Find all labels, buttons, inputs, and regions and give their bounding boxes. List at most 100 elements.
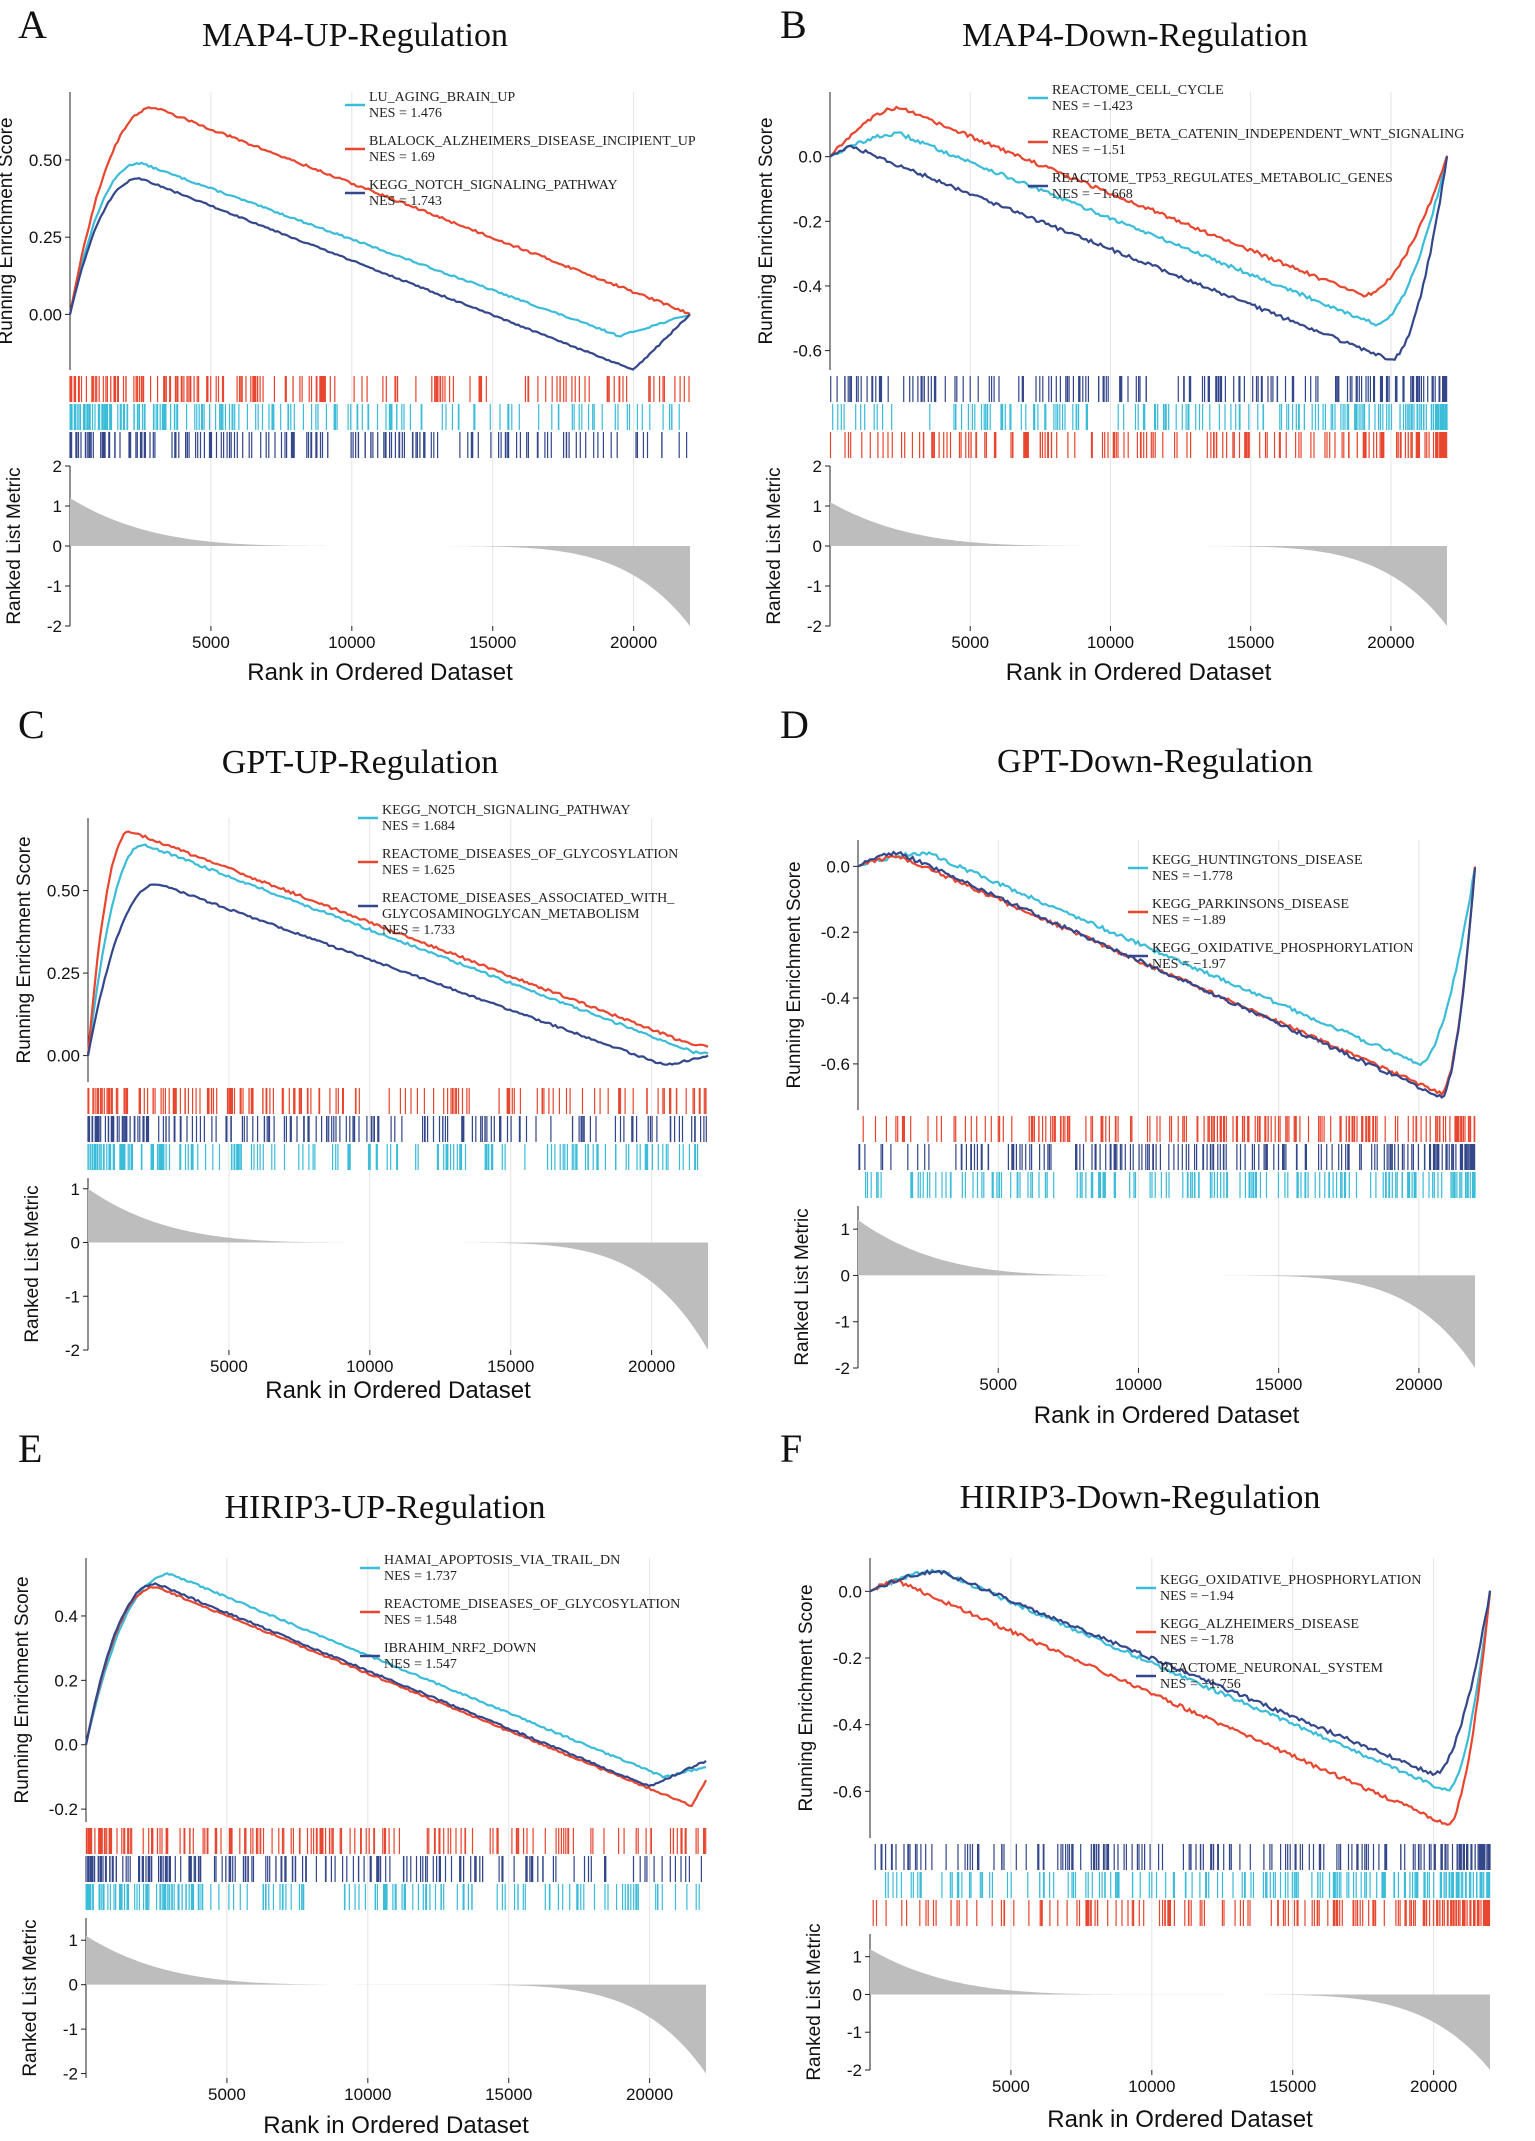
series-line-cyan	[68, 161, 691, 338]
res-y-axis-title: Running Enrichment Score	[0, 117, 17, 344]
rlm-y-tick-label: -2	[807, 617, 822, 636]
hit-barcode-cyan	[69, 404, 680, 430]
panel-letter: D	[780, 702, 809, 747]
res-y-tick-label: 0.0	[826, 857, 850, 876]
legend-nes: NES = −1.78	[1160, 1633, 1234, 1648]
legend-label: KEGG_PARKINSONS_DISEASE	[1152, 897, 1349, 912]
x-tick-label: 10000	[346, 1357, 393, 1376]
rlm-y-tick-label: 0	[71, 1234, 80, 1253]
rlm-y-tick-label: 0	[53, 537, 62, 556]
res-y-axis-title: Running Enrichment Score	[796, 1584, 817, 1811]
x-tick-label: 5000	[210, 1357, 248, 1376]
res-y-tick-label: -0.4	[821, 989, 850, 1008]
rlm-y-tick-label: 1	[813, 497, 822, 516]
panel-D: D GPT-Down-Regulation 0.0 -0.2 -0.4 -0.6 Runni…	[780, 702, 1477, 1429]
panel-C: C GPT-UP-Regulation 0.50 0.25 0.00 Running En…	[14, 702, 709, 1404]
hit-barcode-red	[87, 1088, 707, 1114]
panel-title: HIRIP3-UP-Regulation	[224, 1489, 545, 1526]
x-tick-label: 20000	[1410, 2077, 1457, 2096]
x-tick-label: 20000	[1395, 1375, 1442, 1394]
series-line-cyan	[829, 131, 1449, 327]
res-y-tick-label: -0.2	[833, 1649, 862, 1668]
res-y-tick-label: 0.50	[47, 882, 80, 901]
panel-A: A MAP4-UP-Regulation 0.50 0.25 0.00 Running E…	[0, 2, 696, 686]
ranked-list-area	[70, 498, 690, 626]
res-y-tick-label: -0.4	[833, 1716, 862, 1735]
rlm-y-axis-title: Ranked List Metric	[764, 467, 785, 624]
hit-barcode-cyan	[865, 1172, 1476, 1198]
legend-nes: NES = 1.743	[369, 194, 442, 209]
hit-barcode-cyan	[885, 1872, 1491, 1898]
rlm-y-tick-label: 1	[53, 497, 62, 516]
x-tick-label: 5000	[208, 2085, 246, 2104]
legend-label: KEGG_OXIDATIVE_PHOSPHORYLATION	[1160, 1573, 1421, 1588]
ranked-list-area	[870, 1949, 1490, 2070]
res-y-tick-label: -0.6	[793, 342, 822, 361]
rlm-y-tick-label: 0	[69, 1976, 78, 1995]
rlm-y-tick-label: -1	[63, 2020, 78, 2039]
x-tick-label: 20000	[1367, 633, 1414, 652]
legend-label: KEGG_HUNTINGTONS_DISEASE	[1152, 853, 1363, 868]
legend-nes: NES = −1.94	[1160, 1589, 1234, 1604]
x-tick-label: 5000	[192, 633, 230, 652]
res-y-tick-label: 0.50	[29, 151, 62, 170]
legend-nes: NES = −1.89	[1152, 913, 1226, 928]
rlm-y-tick-label: -1	[47, 577, 62, 596]
hit-barcode-navy	[830, 376, 1448, 402]
x-axis-title: Rank in Ordered Dataset	[1047, 2106, 1313, 2133]
panel-letter: F	[780, 1426, 802, 1471]
x-tick-label: 10000	[1087, 633, 1134, 652]
legend-label: LU_AGING_BRAIN_UP	[369, 90, 515, 105]
series-line-navy	[869, 1568, 1492, 1777]
hit-barcode-red	[872, 1900, 1491, 1926]
res-y-tick-label: -0.6	[821, 1055, 850, 1074]
x-tick-label: 5000	[951, 633, 989, 652]
series-line-cyan	[869, 1568, 1492, 1792]
rlm-y-tick-label: 2	[53, 457, 62, 476]
legend-label-cont: GLYCOSAMINOGLYCAN_METABOLISM	[382, 907, 640, 922]
legend-nes: NES = −1.668	[1052, 187, 1133, 202]
hit-barcode-navy	[69, 432, 688, 458]
legend-nes: NES = 1.69	[369, 150, 435, 165]
legend-nes: NES = 1.737	[384, 1569, 457, 1584]
series-line-red	[869, 1579, 1492, 1826]
x-tick-label: 15000	[1269, 2077, 1316, 2096]
x-tick-label: 15000	[485, 2085, 532, 2104]
legend-label: KEGG_NOTCH_SIGNALING_PATHWAY	[369, 178, 618, 193]
hit-barcode-navy	[874, 1844, 1491, 1870]
x-axis-title: Rank in Ordered Dataset	[263, 2112, 529, 2139]
res-y-tick-label: -0.2	[49, 1800, 78, 1819]
x-axis-title: Rank in Ordered Dataset	[1034, 1402, 1300, 1429]
hit-barcode-cyan	[87, 1144, 699, 1170]
panel-title: MAP4-UP-Regulation	[202, 17, 508, 54]
res-y-axis-title: Running Enrichment Score	[12, 1576, 33, 1803]
rlm-y-tick-label: -1	[835, 1313, 850, 1332]
legend-label: REACTOME_DISEASES_ASSOCIATED_WITH_	[382, 891, 675, 906]
series-line-navy	[857, 850, 1477, 1099]
res-y-tick-label: 0.00	[47, 1047, 80, 1066]
rlm-y-tick-label: -1	[807, 577, 822, 596]
rlm-y-axis-title: Ranked List Metric	[22, 1185, 43, 1342]
res-y-axis-title: Running Enrichment Score	[756, 117, 777, 344]
panel-letter: C	[18, 702, 45, 747]
rlm-y-tick-label: 1	[853, 1948, 862, 1967]
x-axis-title: Rank in Ordered Dataset	[265, 1377, 531, 1404]
rlm-y-tick-label: -2	[65, 1341, 80, 1360]
hit-barcode-red	[69, 376, 690, 402]
ranked-list-area	[830, 502, 1447, 626]
legend-nes: NES = −1.778	[1152, 869, 1233, 884]
x-axis-title: Rank in Ordered Dataset	[247, 659, 513, 686]
x-tick-label: 20000	[626, 2085, 673, 2104]
legend-label: KEGG_OXIDATIVE_PHOSPHORYLATION	[1152, 941, 1413, 956]
series-line-cyan	[84, 1572, 707, 1779]
series-line-red	[829, 105, 1449, 298]
legend-label: KEGG_ALZHEIMERS_DISEASE	[1160, 1617, 1359, 1632]
legend-nes: NES = 1.548	[384, 1613, 457, 1628]
hit-barcode-navy	[858, 1144, 1476, 1170]
hit-barcode-red	[85, 1828, 707, 1854]
legend-label: REACTOME_CELL_CYCLE	[1052, 83, 1224, 98]
legend-label: KEGG_NOTCH_SIGNALING_PATHWAY	[382, 803, 631, 818]
